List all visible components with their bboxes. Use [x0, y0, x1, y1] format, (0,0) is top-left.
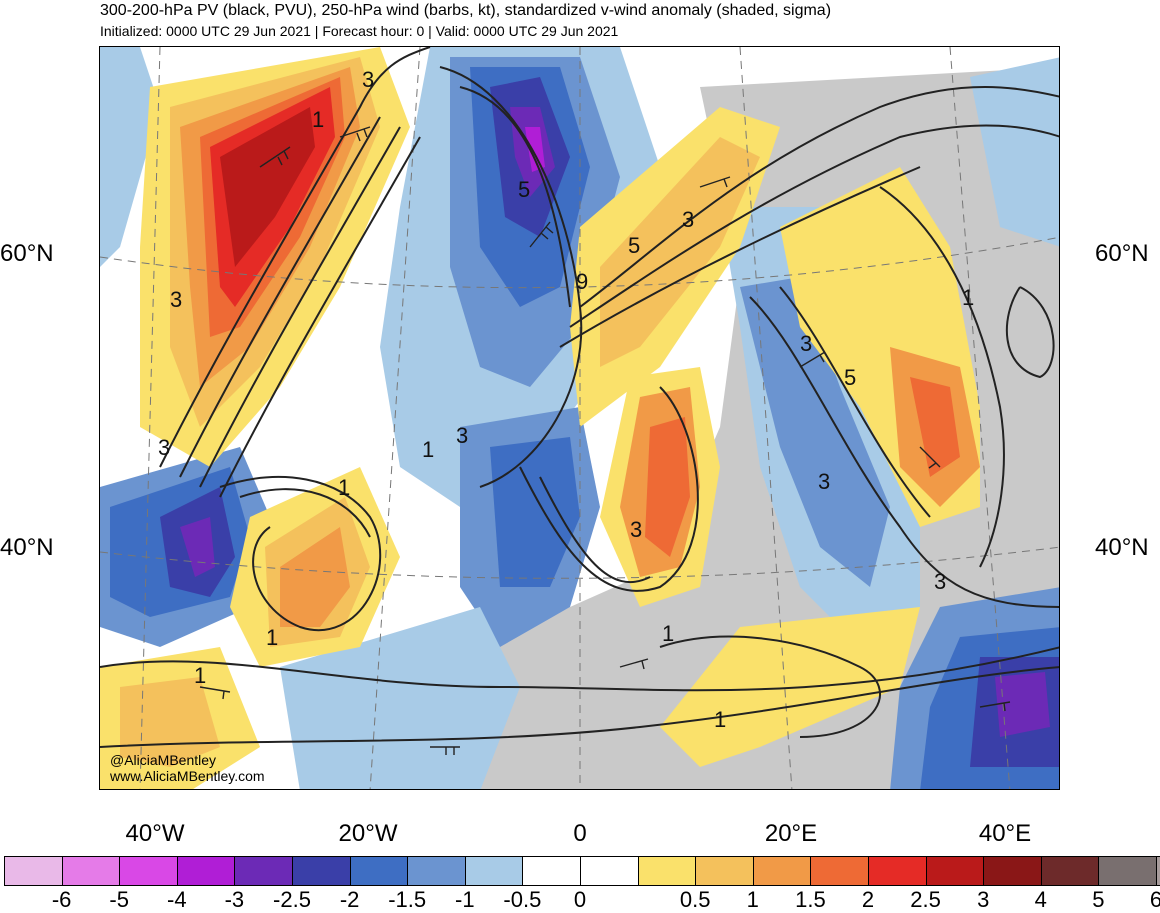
colorbar-tick-label: 5: [1092, 887, 1105, 912]
contour-label: 3: [158, 435, 170, 460]
contour-label: 3: [630, 517, 642, 542]
colorbar-tick-label: -4: [167, 887, 187, 912]
lat-label-40n-left: 40°N: [0, 534, 54, 561]
colorbar-swatch: [1099, 857, 1157, 885]
colorbar-swatch: [523, 857, 581, 885]
colorbar-tick-label: 1.5: [795, 887, 826, 912]
colorbar-tick-label: -5: [109, 887, 129, 912]
colorbar: [4, 856, 1160, 886]
contour-label: 3: [362, 67, 374, 92]
colorbar-swatch: [120, 857, 178, 885]
contour-label: 3: [456, 423, 468, 448]
lon-label-20e: 20°E: [764, 820, 818, 847]
contour-label: 1: [962, 285, 974, 310]
lon-label-0: 0: [573, 820, 587, 847]
contour-label: 1: [338, 475, 350, 500]
colorbar-swatch: [696, 857, 754, 885]
wind-barbs: [199, 126, 1011, 755]
colorbar-tick-label: -0.5: [503, 887, 542, 912]
map-canvas: 3 1 5 3 9 5 3 1 3 5 3 1 3 3 1 3 1 1 3 1 …: [100, 47, 1059, 789]
colorbar-tick-label: 0.5: [679, 887, 711, 912]
contour-label: 1: [422, 437, 434, 462]
contour-label: 3: [800, 331, 812, 356]
credit-handle: @AliciaMBentley: [110, 752, 217, 768]
colorbar-swatch: [292, 857, 351, 885]
lat-label-60n-left: 60°N: [0, 240, 54, 267]
colorbar-tick-label: 1: [746, 887, 759, 912]
lat-label-60n-right: 60°N: [1095, 240, 1149, 267]
contour-label: 9: [576, 269, 588, 294]
contour-label: 3: [934, 569, 946, 594]
positive-anomaly-shading: [100, 47, 980, 789]
map-panel: 3 1 5 3 9 5 3 1 3 5 3 1 3 3 1 3 1 1 3 1 …: [99, 46, 1060, 790]
lat-label-40n-right: 40°N: [1095, 534, 1149, 561]
colorbar-tick-label: -2.5: [273, 887, 311, 912]
colorbar-tick-label: -1.5: [388, 887, 427, 912]
colorbar-swatch: [465, 857, 524, 885]
colorbar-swatch: [868, 857, 927, 885]
colorbar-swatch: [5, 857, 63, 885]
colorbar-swatch: [926, 857, 985, 885]
colorbar-swatch: [1041, 857, 1100, 885]
chart-title: 300-200-hPa PV (black, PVU), 250-hPa win…: [100, 2, 832, 19]
colorbar-tick-label: 3: [977, 887, 990, 912]
contour-label: 1: [662, 621, 674, 646]
graticule: [100, 47, 1059, 789]
contour-label: 5: [844, 365, 856, 390]
pv-contours: [100, 47, 1059, 748]
chart-subtitle: Initialized: 0000 UTC 29 Jun 2021 | Fore…: [100, 23, 619, 39]
contour-label: 1: [312, 107, 324, 132]
negative-anomaly-shading: [100, 47, 1059, 789]
colorbar-tick-label: 0: [573, 887, 587, 912]
contour-label: 1: [194, 663, 206, 688]
colorbar-swatch: [638, 857, 697, 885]
lon-label-40w: 40°W: [125, 820, 185, 847]
colorbar-tick-label: -6: [51, 887, 72, 912]
colorbar-swatch: [580, 857, 639, 885]
lon-label-40e: 40°E: [978, 820, 1032, 847]
lon-label-20w: 20°W: [338, 820, 398, 847]
colorbar-tick-label: 2: [861, 887, 875, 912]
colorbar-tick-label: -3: [224, 887, 245, 912]
colorbar-swatch: [1156, 857, 1160, 885]
contour-label: 5: [518, 177, 530, 202]
contour-label: 1: [266, 625, 278, 650]
credit-url: www.AliciaMBentley.com: [110, 768, 265, 784]
colorbar-tick-label: -2: [339, 887, 360, 912]
colorbar-tick-label: -1: [455, 887, 475, 912]
colorbar-swatch: [753, 857, 812, 885]
contour-label: 3: [682, 207, 694, 232]
colorbar-swatch: [62, 857, 121, 885]
colorbar-tick-label: 6: [1149, 887, 1160, 912]
colorbar-swatch: [408, 857, 466, 885]
colorbar-swatch: [811, 857, 869, 885]
colorbar-swatch: [235, 857, 293, 885]
colorbar-swatch: [984, 857, 1042, 885]
colorbar-swatch: [177, 857, 236, 885]
contour-label: 1: [714, 707, 726, 732]
contour-labels: 3 1 5 3 9 5 3 1 3 5 3 1 3 3 1 3 1 1 3 1 …: [158, 67, 974, 732]
colorbar-tick-label: 2.5: [910, 887, 941, 912]
colorbar-swatch: [350, 857, 409, 885]
contour-label: 3: [170, 287, 182, 312]
contour-label: 5: [628, 233, 640, 258]
colorbar-tick-label: 4: [1034, 887, 1047, 912]
contour-label: 3: [818, 469, 830, 494]
